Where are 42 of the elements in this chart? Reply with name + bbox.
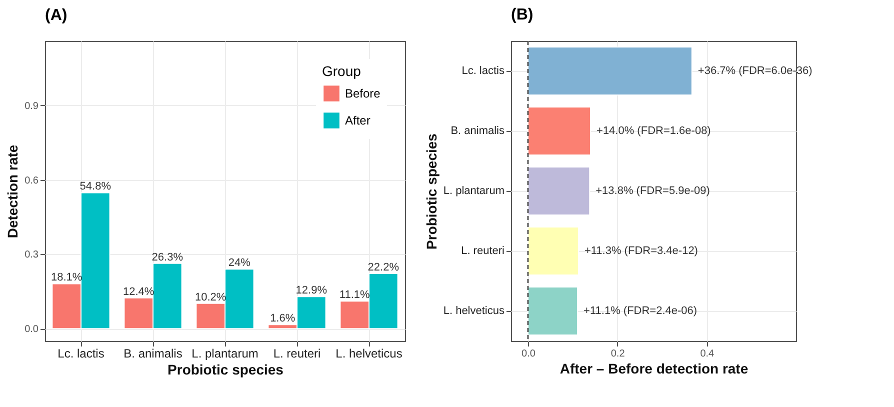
- x-axis-title: Probiotic species: [168, 362, 284, 378]
- data-label: 22.2%: [368, 262, 400, 274]
- legend-title: Group: [322, 63, 362, 79]
- x-tick-label: 0.4: [700, 348, 715, 360]
- data-label: 26.3%: [152, 251, 184, 264]
- data-label: 54.8%: [80, 180, 112, 193]
- data-label: 11.1%: [339, 289, 370, 302]
- y-tick-label: 0.6: [24, 175, 39, 186]
- y-tick-label: L. reuteri: [461, 245, 504, 257]
- y-tick-label: 0.3: [24, 250, 39, 261]
- data-label: +14.0% (FDR=1.6e-08): [596, 125, 711, 137]
- x-tick-label: L. reuteri: [273, 346, 321, 360]
- bar: [527, 46, 692, 96]
- y-tick-label: Lc. lactis: [462, 65, 505, 77]
- data-label: +11.3% (FDR=3.4e-12): [584, 245, 698, 257]
- bar: [527, 286, 578, 336]
- x-tick-label: B. animalis: [124, 346, 182, 360]
- y-tick-label: L. plantarum: [443, 185, 504, 197]
- chart-title: (B): [511, 6, 534, 24]
- legend-label: After: [345, 114, 370, 128]
- x-tick-label: 0.0: [522, 348, 536, 360]
- data-label: 24%: [228, 257, 251, 270]
- data-label: +13.8% (FDR=5.9e-09): [596, 185, 710, 197]
- y-axis-title: Probiotic species: [423, 133, 440, 250]
- x-tick-label: Lc. lactis: [58, 346, 104, 360]
- data-label: 12.9%: [296, 284, 328, 297]
- y-tick-label: 0.9: [24, 100, 39, 112]
- bar: [527, 226, 579, 276]
- chart-title: (A): [45, 7, 68, 24]
- data-label: +11.1% (FDR=2.4e-06): [584, 305, 698, 317]
- legend-label: Before: [345, 86, 381, 100]
- x-tick-label: 0.2: [610, 348, 626, 360]
- bar: [527, 166, 590, 216]
- y-tick-label: 0.0: [24, 324, 39, 336]
- y-tick-label: B. animalis: [450, 125, 505, 137]
- x-tick-label: L. helveticus: [336, 346, 402, 360]
- bar: [527, 106, 592, 156]
- data-label: 1.6%: [270, 312, 296, 325]
- x-tick-label: L. plantarum: [192, 346, 258, 360]
- y-tick-label: L. helveticus: [443, 305, 505, 317]
- x-axis-title: After – Before detection rate: [560, 360, 748, 376]
- y-axis-title: Detection rate: [4, 144, 21, 238]
